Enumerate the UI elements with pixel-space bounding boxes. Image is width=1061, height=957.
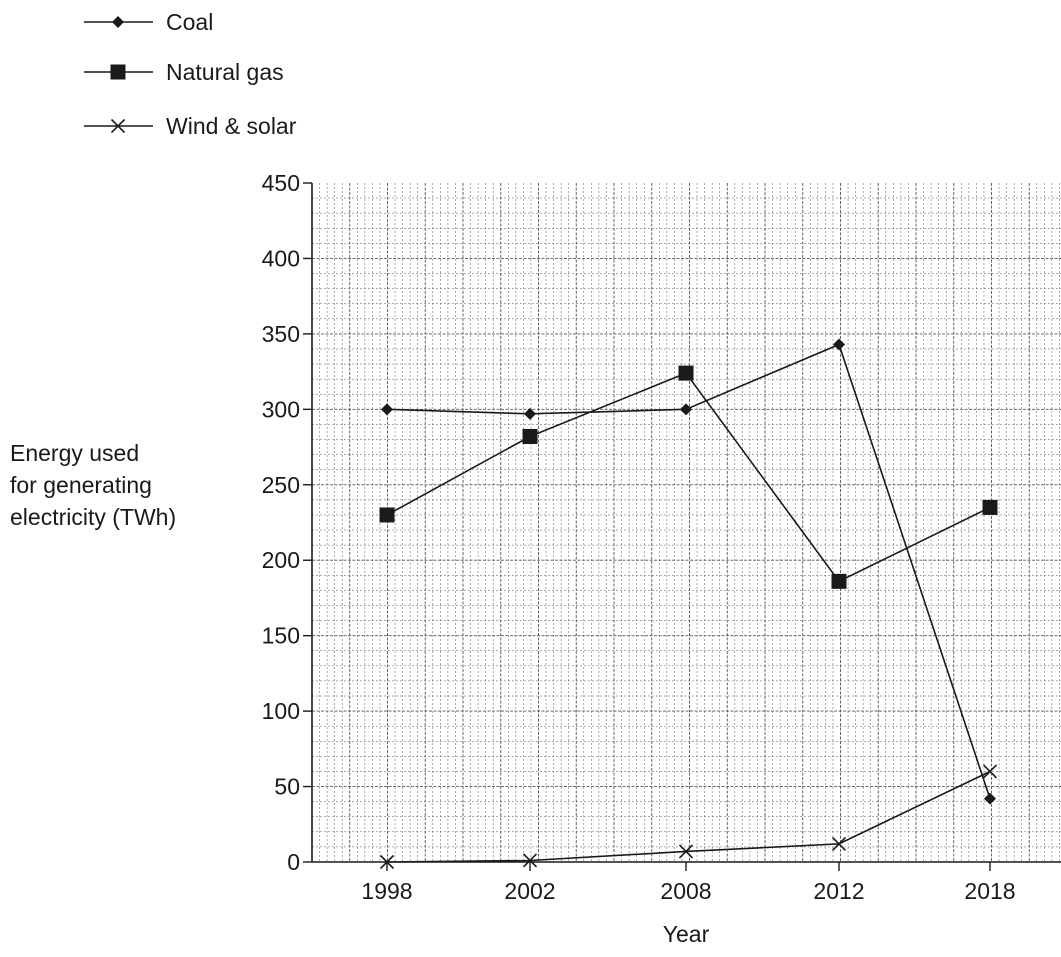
wind-solar-point bbox=[379, 854, 395, 870]
axes: 0 50 100 150 200 250 300 350 400 450 1998 2002 2008 2… bbox=[262, 170, 1061, 904]
y-tick-label: 150 bbox=[262, 623, 300, 649]
series-layer bbox=[379, 338, 998, 870]
wind-solar-point-stroke bbox=[522, 853, 538, 868]
natural-gas-line bbox=[386, 372, 991, 583]
x-tick-label: 2018 bbox=[964, 878, 1015, 904]
wind-solar-point-stroke bbox=[831, 836, 847, 851]
x-tick-label: 2012 bbox=[813, 878, 864, 904]
axis-labels: Year Energy used for generating electricity… bbox=[10, 440, 710, 947]
legend-label-coal: Coal bbox=[166, 9, 213, 35]
natural-gas-point bbox=[379, 507, 395, 523]
y-axis-title-line: Energy used bbox=[10, 440, 139, 466]
legend-label-natural-gas: Natural gas bbox=[166, 59, 284, 85]
y-tick-label: 100 bbox=[262, 698, 300, 724]
wind-solar-point bbox=[110, 118, 126, 134]
wind-solar-point bbox=[982, 764, 998, 779]
legend-item-coal: Coal bbox=[84, 9, 213, 35]
x-axis-title: Year bbox=[663, 921, 710, 947]
x-tick-label: 1998 bbox=[361, 878, 412, 904]
natural-gas-series bbox=[379, 365, 998, 589]
natural-gas-point bbox=[831, 573, 847, 589]
legend-item-natural-gas: Natural gas bbox=[84, 59, 284, 85]
x-tick-label: 2002 bbox=[504, 878, 555, 904]
natural-gas-point bbox=[982, 499, 998, 515]
wind-solar-point-stroke bbox=[678, 844, 694, 859]
wind-solar-point-stroke bbox=[379, 854, 395, 870]
coal-point bbox=[112, 16, 124, 28]
natural-gas-point bbox=[522, 428, 538, 444]
coal-point bbox=[680, 403, 692, 416]
grid bbox=[312, 183, 1061, 862]
wind-solar-point-stroke bbox=[982, 764, 998, 779]
wind-solar-point-stroke bbox=[110, 118, 126, 134]
coal-point bbox=[984, 792, 996, 805]
wind-solar-point bbox=[678, 844, 694, 859]
wind-solar-point bbox=[522, 853, 538, 868]
legend-label-wind-solar: Wind & solar bbox=[166, 113, 297, 139]
y-axis-title-line: for generating bbox=[10, 472, 152, 498]
y-tick-label: 300 bbox=[262, 396, 300, 422]
x-tick-label: 2008 bbox=[660, 878, 711, 904]
legend: Coal Natural gas Wind & solar bbox=[84, 9, 297, 139]
y-tick-label: 350 bbox=[262, 321, 300, 347]
y-tick-label: 0 bbox=[287, 849, 300, 875]
natural-gas-point bbox=[678, 365, 694, 381]
coal-point bbox=[381, 403, 393, 416]
y-tick-label: 400 bbox=[262, 245, 300, 271]
coal-series bbox=[381, 338, 996, 805]
coal-point bbox=[833, 338, 845, 351]
natural-gas-point bbox=[110, 64, 126, 80]
y-tick-label: 50 bbox=[274, 774, 300, 800]
y-axis-title-line: electricity (TWh) bbox=[10, 504, 176, 530]
y-tick-label: 450 bbox=[262, 170, 300, 196]
y-tick-label: 250 bbox=[262, 472, 300, 498]
coal-point bbox=[524, 407, 536, 420]
wind-solar-series bbox=[379, 764, 998, 870]
legend-item-wind-solar: Wind & solar bbox=[84, 113, 297, 139]
y-tick-label: 200 bbox=[262, 547, 300, 573]
wind-solar-point bbox=[831, 836, 847, 851]
